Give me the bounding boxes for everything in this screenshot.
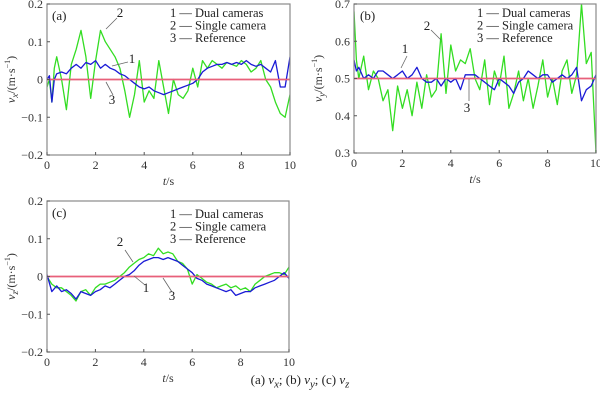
x-tick-label: 8 xyxy=(238,355,244,369)
annotation-leader-1 xyxy=(111,61,129,67)
y-tick-label: 0.5 xyxy=(335,72,350,86)
x-tick-label: 10 xyxy=(283,355,295,369)
annotation-label-3: 3 xyxy=(169,288,176,303)
x-tick-label: 2 xyxy=(399,156,405,170)
y-axis-label: vx/(m·s−1) xyxy=(3,56,20,103)
x-tick-label: 8 xyxy=(238,158,244,172)
legend-entry-1: 1 — Dual cameras xyxy=(170,207,264,221)
caption-a-var: v xyxy=(268,372,275,387)
legend-entry-2: 2 — Single camera xyxy=(170,220,267,234)
x-tick-label: 4 xyxy=(141,355,147,369)
y-tick-label: 0.4 xyxy=(335,109,350,123)
x-tick-label: 8 xyxy=(545,156,551,170)
legend-entry-3: 3 — Reference xyxy=(170,31,246,45)
annotation-label-3: 3 xyxy=(109,92,116,107)
plot-area xyxy=(354,4,596,153)
y-tick-label: 0.2 xyxy=(28,194,43,208)
caption-b: ; (b) xyxy=(278,372,305,387)
y-tick-label: 0.6 xyxy=(335,34,350,48)
legend-entry-1: 1 — Dual cameras xyxy=(170,6,264,20)
legend-entry-1: 1 — Dual cameras xyxy=(477,6,571,20)
caption-c-var: v xyxy=(339,372,346,387)
annotation-label-3: 3 xyxy=(464,100,471,115)
series-line-1 xyxy=(47,56,290,103)
x-tick-label: 10 xyxy=(284,158,296,172)
series-line-1 xyxy=(47,256,289,300)
y-tick-label: −0.2 xyxy=(21,148,43,162)
legend-entry-2: 2 — Single camera xyxy=(477,19,574,33)
annotation-leader-2 xyxy=(105,17,118,30)
caption-b-var: v xyxy=(304,372,310,387)
caption-a-sub: x xyxy=(274,378,279,391)
annotation-leader-1 xyxy=(400,55,408,69)
x-tick-label: 10 xyxy=(590,156,600,170)
panel-b: 0 2 4 6 8 10 0.3 0.4 0.5 0.6 0.7 t/s vy/(m·s−1) (b) 1 … xyxy=(310,0,600,186)
y-tick-label: −0.1 xyxy=(21,307,43,321)
x-tick-label: 6 xyxy=(189,355,195,369)
plot-area xyxy=(47,247,289,302)
series-line-1 xyxy=(354,59,596,102)
x-tick-label: 6 xyxy=(190,158,196,172)
panel-tag: (c) xyxy=(52,205,66,220)
series-line-2 xyxy=(47,29,290,118)
y-tick-label: 0 xyxy=(37,73,43,87)
x-tick-label: 2 xyxy=(92,355,98,369)
panel-c: 0 2 4 6 8 10 −0.2 −0.1 0 0.1 0.2 t/s vz/(m·s−1) (c) 1 … xyxy=(3,194,295,385)
annotation-label-1: 1 xyxy=(402,41,409,56)
series-line-2 xyxy=(354,4,596,153)
annotation-leader-2 xyxy=(124,249,134,263)
x-tick-label: 0 xyxy=(351,156,357,170)
legend-entry-3: 3 — Reference xyxy=(477,31,553,45)
y-tick-label: 0.7 xyxy=(335,0,350,11)
annotation-label-2: 2 xyxy=(117,5,124,20)
caption-a: (a) xyxy=(250,372,269,387)
y-tick-label: 0 xyxy=(37,270,43,284)
x-axis-label: t/s xyxy=(163,174,175,188)
annotation-leader-1 xyxy=(133,275,146,286)
x-tick-label: 6 xyxy=(496,156,502,170)
panel-tag: (a) xyxy=(52,8,66,23)
y-tick-label: 0.3 xyxy=(335,146,350,160)
panel-tag: (b) xyxy=(360,8,375,23)
annotation-leader-3 xyxy=(105,81,114,96)
y-axis-label: vz/(m·s−1) xyxy=(3,253,20,300)
y-tick-label: −0.2 xyxy=(21,345,43,359)
annotation-label-2: 2 xyxy=(117,234,124,249)
legend-entry-2: 2 — Single camera xyxy=(170,19,267,33)
legend-entry-3: 3 — Reference xyxy=(170,232,246,246)
x-tick-label: 4 xyxy=(141,158,147,172)
annotation-label-1: 1 xyxy=(143,280,150,295)
y-tick-label: −0.1 xyxy=(21,110,43,124)
annotation-leader-2 xyxy=(430,29,442,41)
panel-a: 0 2 4 6 8 10 −0.2 −0.1 0 0.1 0.2 t/s vx/(m·s−1) (a) 1 … xyxy=(3,0,296,188)
annotation-label-1: 1 xyxy=(129,51,136,66)
annotation-leader-3 xyxy=(162,277,173,293)
annotation-label-2: 2 xyxy=(424,18,431,33)
y-axis-label: vy/(m·s−1) xyxy=(310,55,327,102)
x-axis-label: t/s xyxy=(469,172,481,186)
caption-c-sub: z xyxy=(345,378,350,391)
y-tick-label: 0.1 xyxy=(28,35,43,49)
x-tick-label: 4 xyxy=(448,156,454,170)
caption-c: ; (c) xyxy=(314,372,340,387)
x-tick-label: 2 xyxy=(93,158,99,172)
y-tick-label: 0.1 xyxy=(28,232,43,246)
series-line-2 xyxy=(47,247,289,302)
caption-b-sub: y xyxy=(309,378,315,391)
x-axis-label: t/s xyxy=(162,371,174,385)
x-tick-label: 0 xyxy=(44,355,50,369)
x-tick-label: 0 xyxy=(44,158,50,172)
figure-caption: (a) vx; (b) vy; (c) vz xyxy=(0,372,600,391)
plot-area xyxy=(47,29,290,118)
y-tick-label: 0.2 xyxy=(28,0,43,11)
